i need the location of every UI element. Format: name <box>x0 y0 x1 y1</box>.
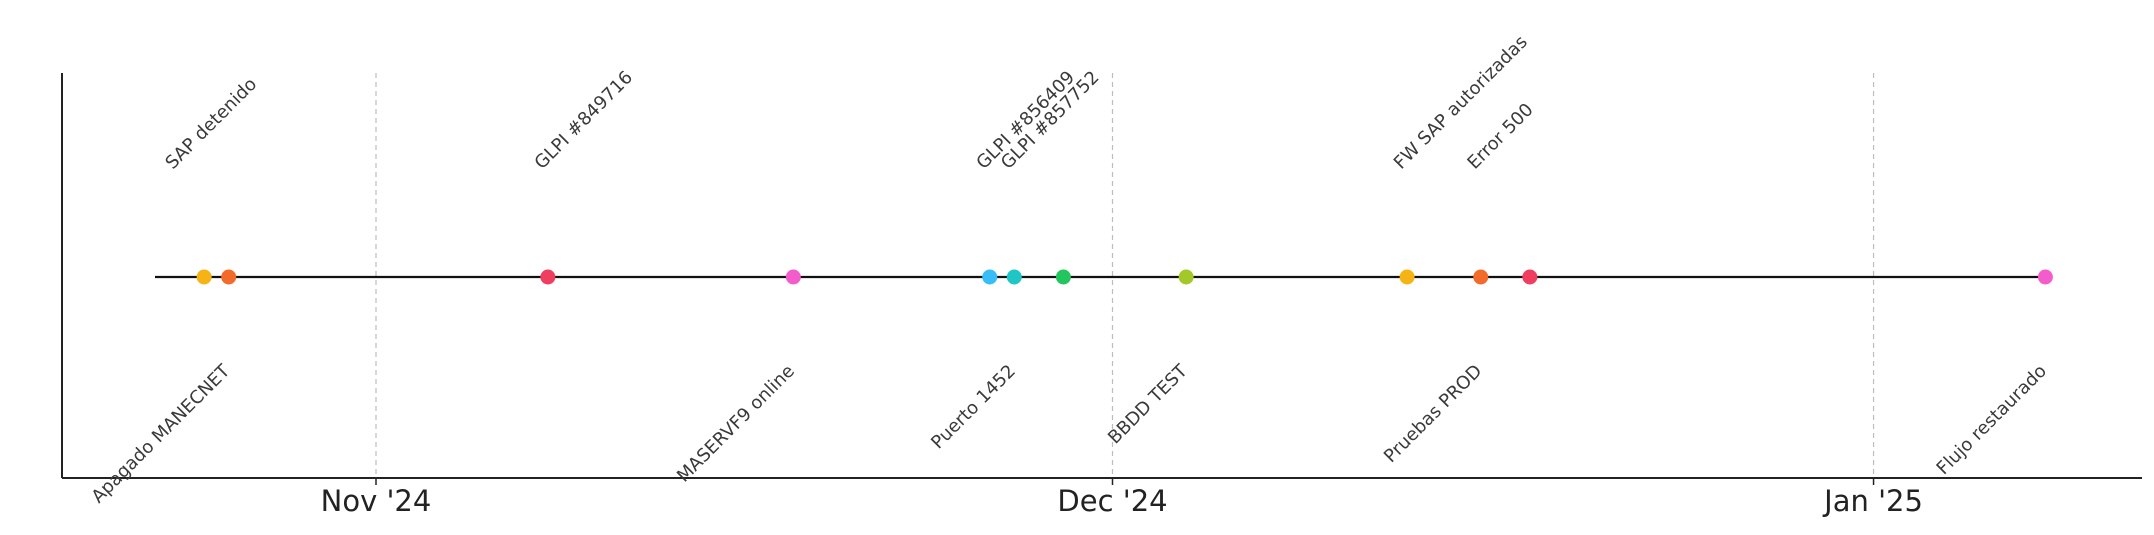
event-label-below: Flujo restaurado <box>1933 361 2051 479</box>
x-tick-label: Dec '24 <box>1057 484 1167 518</box>
x-tick-label: Jan '25 <box>1822 484 1923 518</box>
event-label-below: MASERVF9 online <box>673 361 799 487</box>
event-marker <box>221 269 237 285</box>
grid-lines <box>375 73 1875 478</box>
event-marker <box>1055 269 1071 285</box>
event-label-below: Puerto 1452 <box>927 361 1020 454</box>
event-marker <box>785 269 801 285</box>
event-markers <box>196 269 2053 285</box>
event-marker <box>1522 269 1538 285</box>
event-label-below: BBDD TEST <box>1104 360 1192 448</box>
event-marker <box>1178 269 1194 285</box>
event-marker <box>2037 269 2053 285</box>
event-label-above: Error 500 <box>1463 99 1537 173</box>
event-label-above: SAP detenido <box>161 74 261 174</box>
x-tick-label: Nov '24 <box>321 484 432 518</box>
event-marker <box>196 269 212 285</box>
event-marker <box>540 269 556 285</box>
event-marker <box>982 269 998 285</box>
event-marker <box>1473 269 1489 285</box>
x-axis-ticks: Nov '24 Dec '24 Jan '25 <box>321 478 1923 518</box>
event-label-above: FW SAP autorizadas <box>1390 32 1532 174</box>
event-labels: Apagado MANECNET SAP detenido GLPI #849716… <box>88 32 2051 508</box>
event-label-below: Apagado MANECNET <box>88 360 235 507</box>
event-label-below: Pruebas PROD <box>1380 361 1486 467</box>
event-marker <box>1399 269 1415 285</box>
event-marker <box>1006 269 1022 285</box>
event-label-above: GLPI #849716 <box>531 67 638 174</box>
